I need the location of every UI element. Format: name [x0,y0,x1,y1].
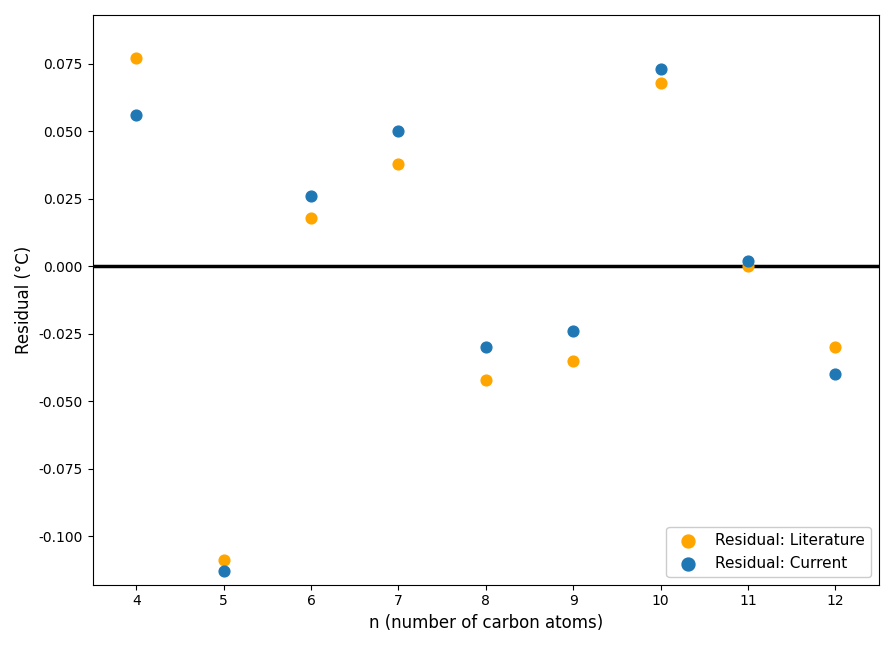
Residual: Current: (11, 0.002): Current: (11, 0.002) [741,256,755,266]
Residual: Literature: (7, 0.038): Literature: (7, 0.038) [392,159,406,169]
X-axis label: n (number of carbon atoms): n (number of carbon atoms) [368,614,603,632]
Residual: Literature: (6, 0.018): Literature: (6, 0.018) [304,212,318,223]
Residual: Current: (9, -0.024): Current: (9, -0.024) [566,325,580,336]
Residual: Current: (5, -0.113): Current: (5, -0.113) [216,566,231,576]
Residual: Current: (7, 0.05): Current: (7, 0.05) [392,126,406,137]
Residual: Current: (10, 0.073): Current: (10, 0.073) [654,64,668,74]
Residual: Literature: (5, -0.109): Literature: (5, -0.109) [216,555,231,565]
Residual: Literature: (8, -0.042): Literature: (8, -0.042) [478,375,493,385]
Residual: Literature: (4, 0.077): Literature: (4, 0.077) [130,53,144,63]
Residual: Literature: (9, -0.035): Literature: (9, -0.035) [566,355,580,366]
Residual: Current: (8, -0.03): Current: (8, -0.03) [478,342,493,352]
Legend: Residual: Literature, Residual: Current: Residual: Literature, Residual: Current [667,527,872,577]
Residual: Current: (6, 0.026): Current: (6, 0.026) [304,191,318,201]
Residual: Literature: (10, 0.068): Literature: (10, 0.068) [654,78,668,88]
Residual: Literature: (11, 0): Literature: (11, 0) [741,261,755,271]
Y-axis label: Residual (°C): Residual (°C) [15,246,33,354]
Residual: Literature: (12, -0.03): Literature: (12, -0.03) [828,342,842,352]
Residual: Current: (12, -0.04): Current: (12, -0.04) [828,369,842,379]
Residual: Current: (4, 0.056): Current: (4, 0.056) [130,110,144,120]
